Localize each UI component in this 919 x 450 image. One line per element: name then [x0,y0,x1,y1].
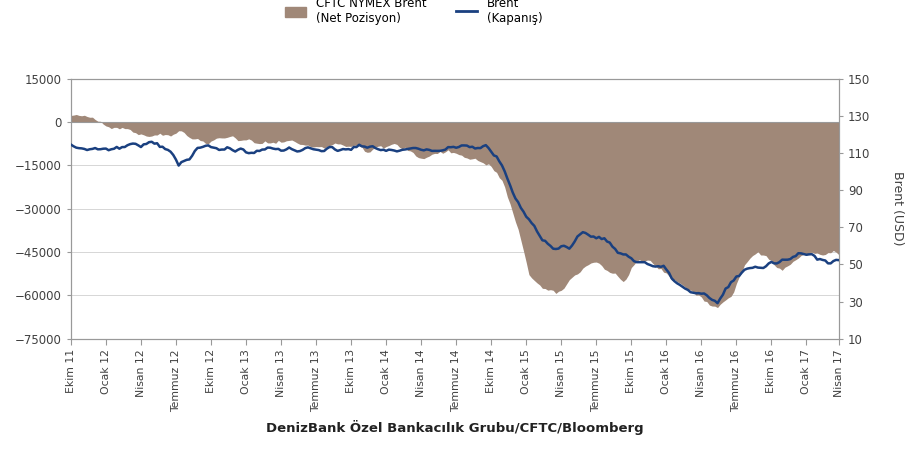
Legend: CFTC NYMEX Brent
(Net Pozisyon), Brent
(Kapanış): CFTC NYMEX Brent (Net Pozisyon), Brent (… [285,0,542,25]
X-axis label: DenizBank Özel Bankacılık Grubu/CFTC/Bloomberg: DenizBank Özel Bankacılık Grubu/CFTC/Blo… [266,420,643,435]
Y-axis label: Brent (USD): Brent (USD) [891,171,904,246]
